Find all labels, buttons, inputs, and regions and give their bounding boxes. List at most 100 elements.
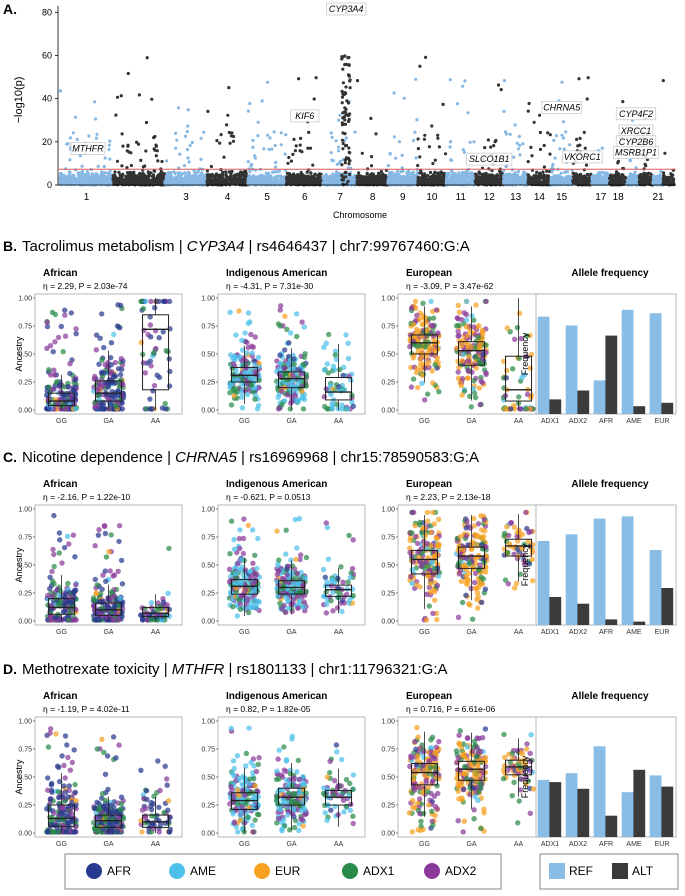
snp-point: [268, 181, 272, 185]
snp-point: [462, 150, 466, 154]
snp-point: [273, 170, 277, 174]
snp-point: [392, 91, 396, 95]
snp-point: [62, 179, 66, 183]
snp-point: [256, 120, 260, 124]
snp-point: [548, 152, 552, 156]
snp-point: [173, 171, 177, 176]
snp-point: [187, 160, 191, 164]
snp-point: [415, 118, 419, 122]
snp-point: [279, 143, 283, 147]
snp-point: [274, 165, 278, 169]
snp-point: [108, 157, 112, 161]
snp-point: [264, 182, 268, 186]
snp-point: [169, 171, 173, 175]
snp-point: [510, 173, 514, 177]
snp-point: [414, 156, 418, 160]
snp-point: [227, 130, 231, 135]
snp-point: [394, 156, 398, 160]
snp-point: [389, 180, 393, 184]
snp-point: [312, 97, 316, 101]
snp-point: [153, 148, 157, 152]
snp-point: [294, 176, 299, 181]
snp-point: [582, 130, 586, 134]
snp-point: [393, 172, 397, 176]
snp-point: [478, 171, 482, 176]
snp-point: [330, 158, 334, 162]
snp-point: [386, 164, 390, 168]
snp-point: [177, 106, 181, 110]
snp-point: [446, 181, 451, 185]
y-tick-label: 40: [42, 94, 52, 104]
snp-point: [400, 153, 404, 157]
snp-point: [145, 56, 149, 60]
snp-point: [85, 176, 89, 180]
snp-point: [167, 176, 171, 180]
snp-point: [101, 175, 105, 179]
snp-point: [185, 130, 189, 134]
snp-point: [522, 170, 526, 174]
snp-point: [502, 79, 506, 83]
snp-point: [499, 171, 503, 175]
snp-point: [409, 172, 413, 176]
snp-point: [209, 175, 213, 179]
snp-point: [457, 171, 461, 175]
snp-point: [371, 176, 375, 181]
snp-point: [121, 172, 125, 176]
snp-point: [306, 146, 310, 150]
snp-point: [311, 163, 315, 167]
snp-point: [586, 182, 590, 187]
snp-point: [603, 177, 608, 181]
snp-point: [392, 181, 396, 185]
snp-point: [79, 181, 83, 185]
snp-point: [153, 169, 157, 173]
snp-point: [175, 138, 179, 142]
snp-point: [229, 176, 233, 180]
snp-point: [137, 93, 141, 97]
snp-point: [564, 170, 568, 174]
snp-point: [248, 170, 252, 174]
snp-point: [338, 159, 343, 163]
snp-point: [585, 172, 590, 176]
snp-point: [353, 130, 357, 134]
snp-point: [137, 172, 142, 176]
snp-point: [474, 172, 478, 176]
snp-point: [497, 180, 502, 184]
snp-point: [134, 180, 138, 184]
snp-point: [297, 77, 301, 81]
snp-point: [599, 174, 603, 178]
snp-point: [224, 174, 228, 178]
snp-point: [154, 144, 158, 148]
snp-point: [206, 109, 210, 113]
snp-point: [141, 177, 145, 181]
snp-point: [273, 143, 277, 148]
snp-point: [215, 139, 219, 143]
snp-point: [338, 113, 342, 117]
snp-point: [175, 180, 179, 184]
snp-point: [202, 180, 206, 184]
snp-point: [120, 179, 125, 183]
snp-point: [225, 180, 229, 184]
snp-point: [300, 177, 304, 181]
snp-point: [493, 140, 497, 144]
snp-point: [411, 138, 416, 143]
snp-point: [93, 100, 97, 104]
snp-point: [388, 176, 392, 180]
snp-point: [242, 174, 246, 178]
snp-point: [359, 174, 363, 178]
snp-point: [492, 181, 496, 185]
snp-point: [365, 172, 369, 176]
snp-point: [303, 174, 308, 178]
snp-point: [103, 179, 107, 183]
snp-point: [573, 174, 577, 178]
snp-point: [287, 155, 291, 160]
snp-point: [159, 169, 163, 173]
snp-point: [133, 175, 138, 179]
snp-point: [307, 130, 311, 134]
snp-point: [516, 176, 520, 180]
snp-point: [291, 152, 295, 156]
snp-point: [165, 181, 169, 185]
snp-point: [251, 145, 255, 149]
snp-point: [74, 115, 78, 119]
snp-point: [558, 147, 562, 151]
snp-point: [107, 143, 111, 147]
